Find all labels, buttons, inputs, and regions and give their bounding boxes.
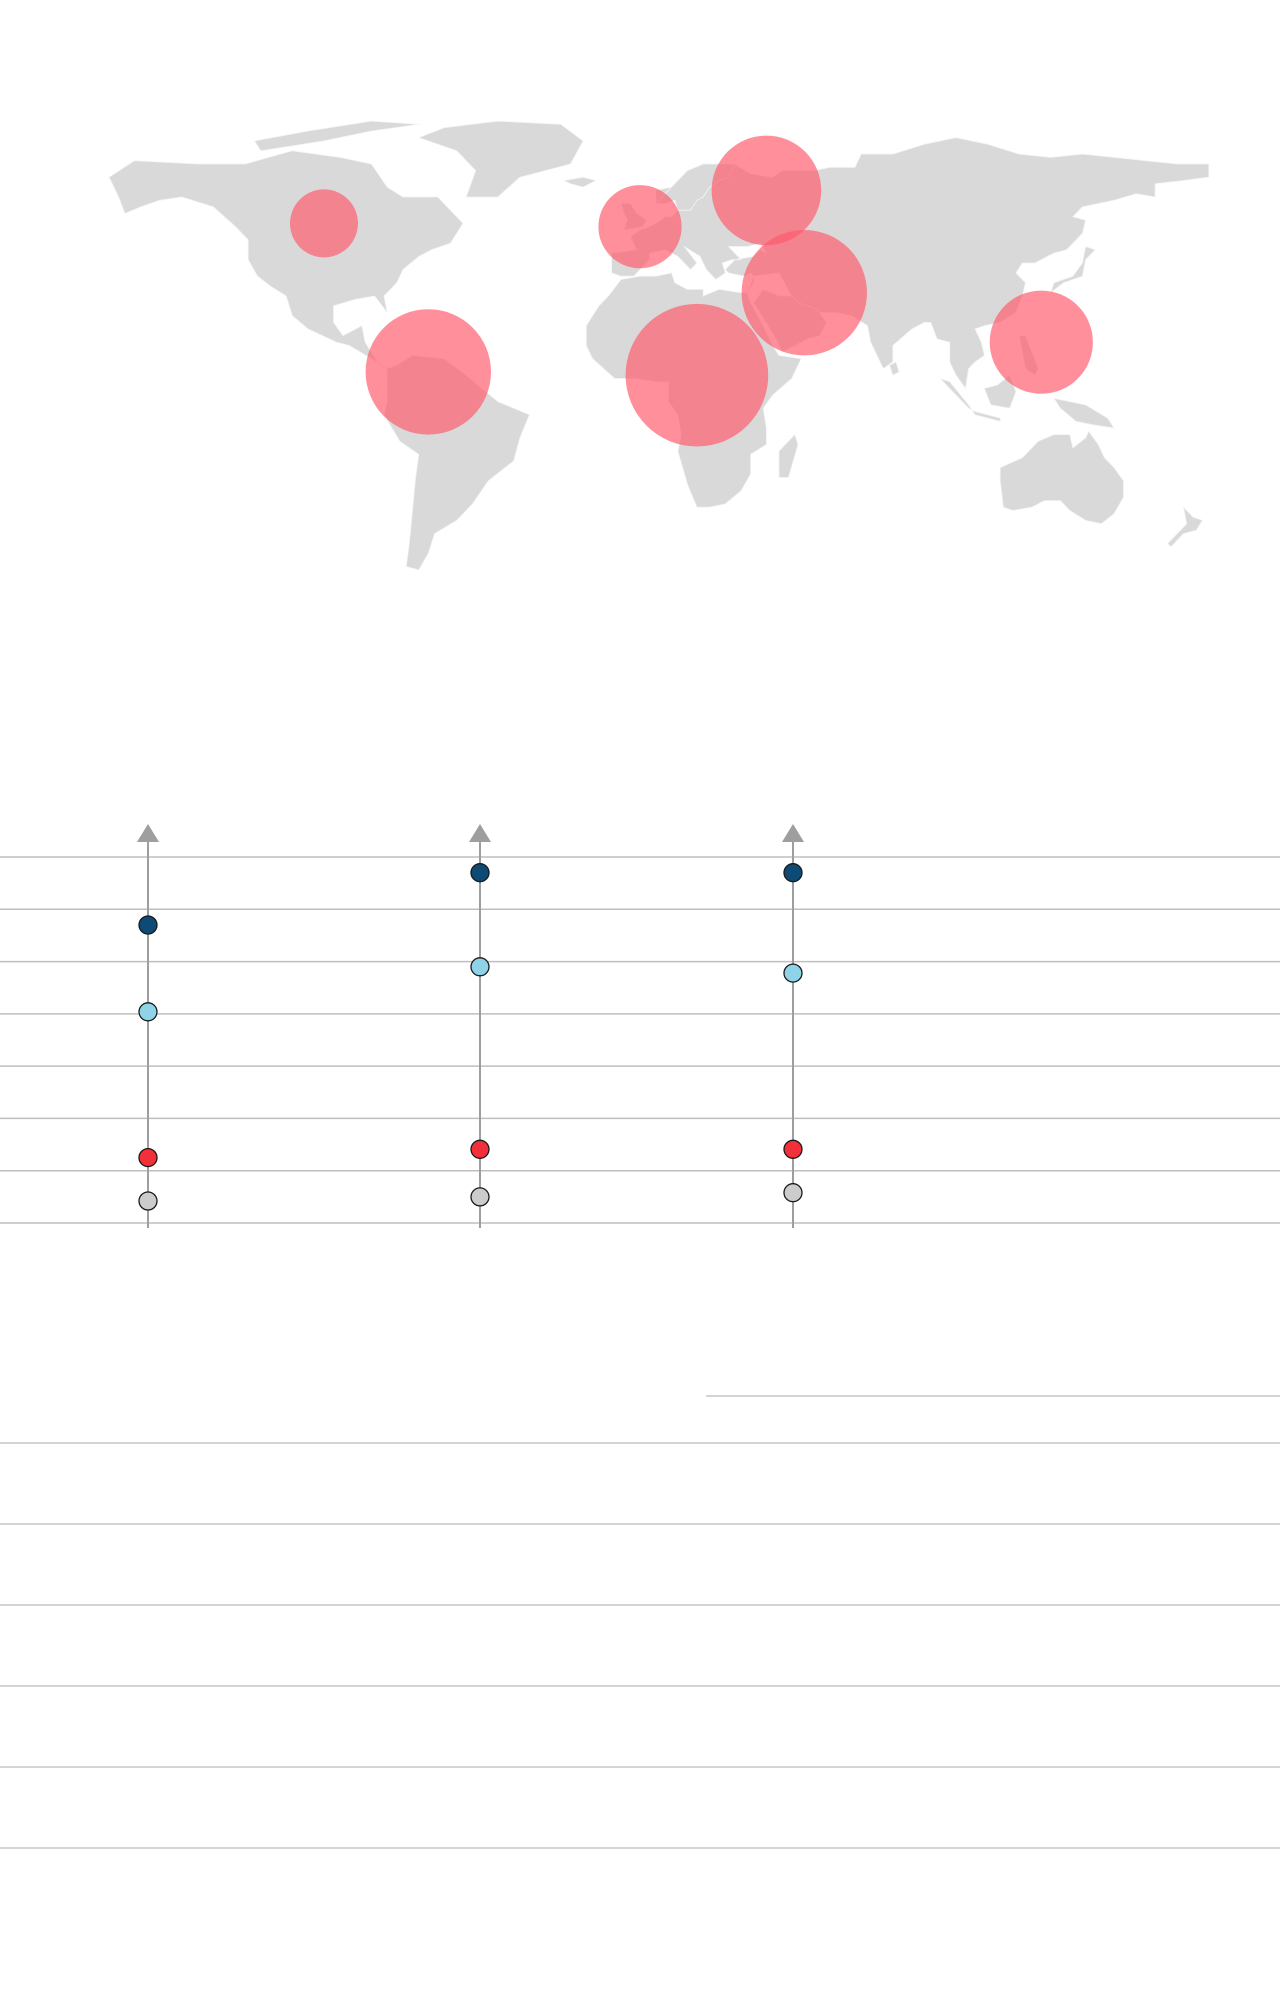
world-map bbox=[108, 120, 1210, 571]
dot-plot-chart bbox=[0, 824, 1280, 1228]
land-arctic-islands bbox=[254, 120, 420, 152]
bubble-africa bbox=[625, 303, 769, 447]
land-north-america bbox=[108, 150, 464, 369]
dot-light-blue bbox=[138, 1002, 158, 1022]
dot-dark-blue bbox=[138, 915, 158, 935]
dot-dark-blue bbox=[783, 863, 803, 883]
dot-light-blue bbox=[470, 957, 490, 977]
dot-grey bbox=[470, 1187, 490, 1207]
land-new-guinea bbox=[1053, 397, 1115, 429]
dot-plot-gridlines bbox=[0, 856, 1280, 1224]
land-japan bbox=[1050, 246, 1096, 294]
land-indonesia-west bbox=[939, 378, 1001, 422]
axis-arrow-icon bbox=[137, 824, 159, 842]
region-bubbles bbox=[290, 135, 1093, 447]
dot-red bbox=[470, 1139, 490, 1159]
dot-light-blue bbox=[783, 963, 803, 983]
bubble-russia-north bbox=[711, 135, 822, 246]
land-iceland bbox=[563, 176, 597, 188]
bubble-north-america bbox=[290, 189, 358, 258]
dot-red bbox=[138, 1147, 158, 1168]
dot-grey bbox=[138, 1191, 158, 1211]
land-madagascar bbox=[778, 434, 799, 478]
dot-dark-blue bbox=[470, 863, 490, 883]
land-new-zealand bbox=[1167, 506, 1203, 548]
land-australia bbox=[999, 430, 1124, 525]
dot-grey bbox=[783, 1183, 803, 1203]
dot-red bbox=[783, 1139, 803, 1159]
land-sri-lanka bbox=[889, 361, 900, 376]
bubble-east-southeast-asia bbox=[989, 290, 1093, 394]
axis-arrow-icon bbox=[782, 824, 804, 842]
bubble-middle-east-central-asia bbox=[741, 230, 867, 356]
table-rules bbox=[0, 1395, 1280, 1849]
axis-arrow-icon bbox=[469, 824, 491, 842]
land-borneo bbox=[984, 374, 1017, 409]
bubble-western-europe bbox=[598, 185, 682, 269]
land-greenland bbox=[418, 120, 584, 198]
dot-plot-axes bbox=[137, 824, 804, 1228]
bubble-latin-america bbox=[365, 309, 491, 435]
dot-plot-points bbox=[138, 863, 803, 1211]
